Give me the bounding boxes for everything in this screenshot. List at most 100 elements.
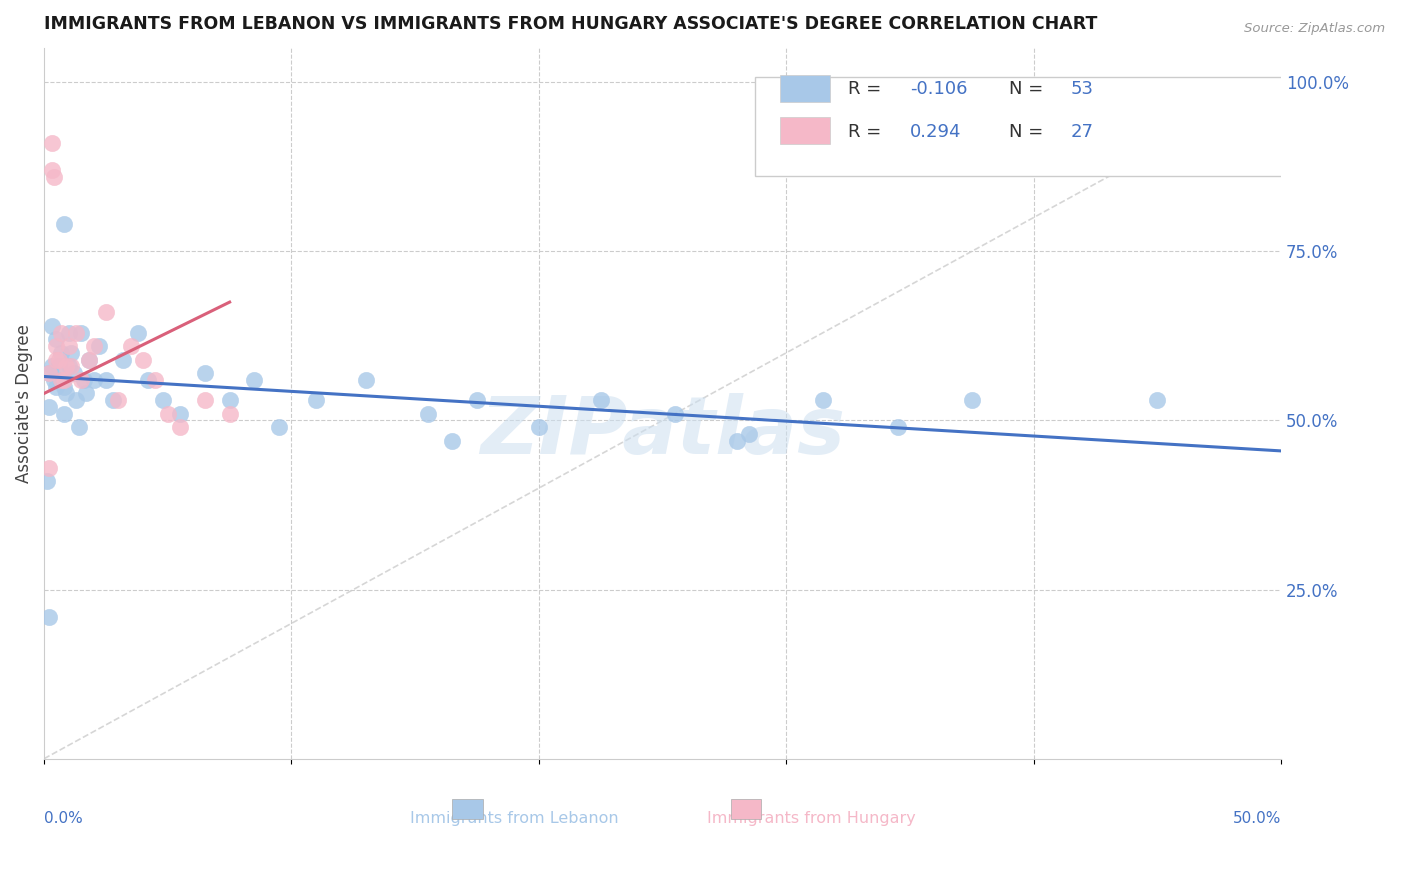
Point: [107, 393, 129, 408]
Text: 53: 53: [1071, 80, 1094, 98]
Point: [48, 352, 70, 367]
Text: Immigrants from Hungary: Immigrants from Hungary: [707, 811, 915, 826]
Text: 0.0%: 0.0%: [44, 811, 83, 826]
Point: [45, 332, 67, 346]
Point: [136, 373, 159, 387]
Point: [465, 393, 488, 408]
Point: [103, 393, 125, 408]
FancyBboxPatch shape: [780, 118, 830, 145]
Point: [60, 346, 83, 360]
FancyBboxPatch shape: [780, 75, 830, 102]
Point: [83, 373, 105, 387]
Point: [194, 366, 217, 380]
Point: [73, 373, 96, 387]
FancyBboxPatch shape: [453, 799, 484, 819]
Point: [62, 366, 84, 380]
Point: [58, 326, 80, 340]
Point: [38, 400, 60, 414]
Point: [194, 393, 217, 408]
Point: [169, 420, 191, 434]
Point: [243, 373, 266, 387]
Point: [38, 609, 60, 624]
Point: [156, 407, 179, 421]
Point: [145, 373, 167, 387]
Point: [35, 475, 58, 489]
Point: [51, 373, 73, 387]
Point: [664, 407, 686, 421]
FancyBboxPatch shape: [731, 799, 762, 819]
Point: [87, 339, 110, 353]
Point: [65, 326, 87, 340]
Text: 0.294: 0.294: [910, 122, 962, 141]
Point: [416, 407, 439, 421]
Point: [1146, 393, 1168, 408]
Text: Source: ZipAtlas.com: Source: ZipAtlas.com: [1244, 22, 1385, 36]
Point: [589, 393, 612, 408]
Point: [738, 427, 761, 442]
Point: [218, 393, 240, 408]
Text: N =: N =: [1010, 80, 1043, 98]
Text: Immigrants from Lebanon: Immigrants from Lebanon: [409, 811, 619, 826]
Point: [813, 393, 835, 408]
Point: [886, 420, 908, 434]
Point: [45, 379, 67, 393]
Text: 27: 27: [1071, 122, 1094, 141]
Point: [55, 386, 77, 401]
Point: [38, 366, 60, 380]
Point: [527, 420, 550, 434]
Y-axis label: Associate's Degree: Associate's Degree: [15, 324, 32, 483]
Point: [58, 339, 80, 353]
Point: [52, 217, 75, 231]
Text: N =: N =: [1010, 122, 1043, 141]
Point: [77, 352, 100, 367]
Text: -0.106: -0.106: [910, 80, 967, 98]
Text: R =: R =: [848, 80, 882, 98]
Point: [67, 420, 90, 434]
Point: [65, 393, 87, 408]
Point: [70, 326, 93, 340]
Text: R =: R =: [848, 122, 882, 141]
Point: [218, 407, 240, 421]
Point: [169, 407, 191, 421]
Point: [41, 136, 63, 150]
Point: [75, 386, 97, 401]
Point: [112, 352, 135, 367]
Point: [41, 163, 63, 178]
Point: [58, 359, 80, 374]
Point: [441, 434, 464, 448]
Point: [42, 169, 65, 184]
Point: [354, 373, 377, 387]
Point: [52, 373, 75, 387]
FancyBboxPatch shape: [755, 77, 1294, 177]
Point: [45, 339, 67, 353]
Point: [305, 393, 328, 408]
Point: [120, 339, 142, 353]
Point: [269, 420, 291, 434]
Point: [94, 305, 117, 319]
Point: [960, 393, 983, 408]
Point: [42, 373, 65, 387]
Point: [45, 352, 67, 367]
Text: IMMIGRANTS FROM LEBANON VS IMMIGRANTS FROM HUNGARY ASSOCIATE'S DEGREE CORRELATIO: IMMIGRANTS FROM LEBANON VS IMMIGRANTS FR…: [44, 15, 1098, 33]
Point: [152, 393, 174, 408]
Point: [51, 346, 73, 360]
Point: [41, 318, 63, 333]
Point: [52, 379, 75, 393]
Point: [38, 460, 60, 475]
Point: [60, 359, 83, 374]
Point: [51, 326, 73, 340]
Point: [38, 366, 60, 380]
Point: [77, 352, 100, 367]
Point: [94, 373, 117, 387]
Text: 50.0%: 50.0%: [1233, 811, 1281, 826]
Point: [127, 326, 149, 340]
Point: [83, 339, 105, 353]
Point: [41, 359, 63, 374]
Point: [48, 359, 70, 374]
Text: ZIPatlas: ZIPatlas: [479, 393, 845, 471]
Point: [55, 359, 77, 374]
Point: [132, 352, 155, 367]
Point: [51, 373, 73, 387]
Point: [725, 434, 748, 448]
Point: [70, 373, 93, 387]
